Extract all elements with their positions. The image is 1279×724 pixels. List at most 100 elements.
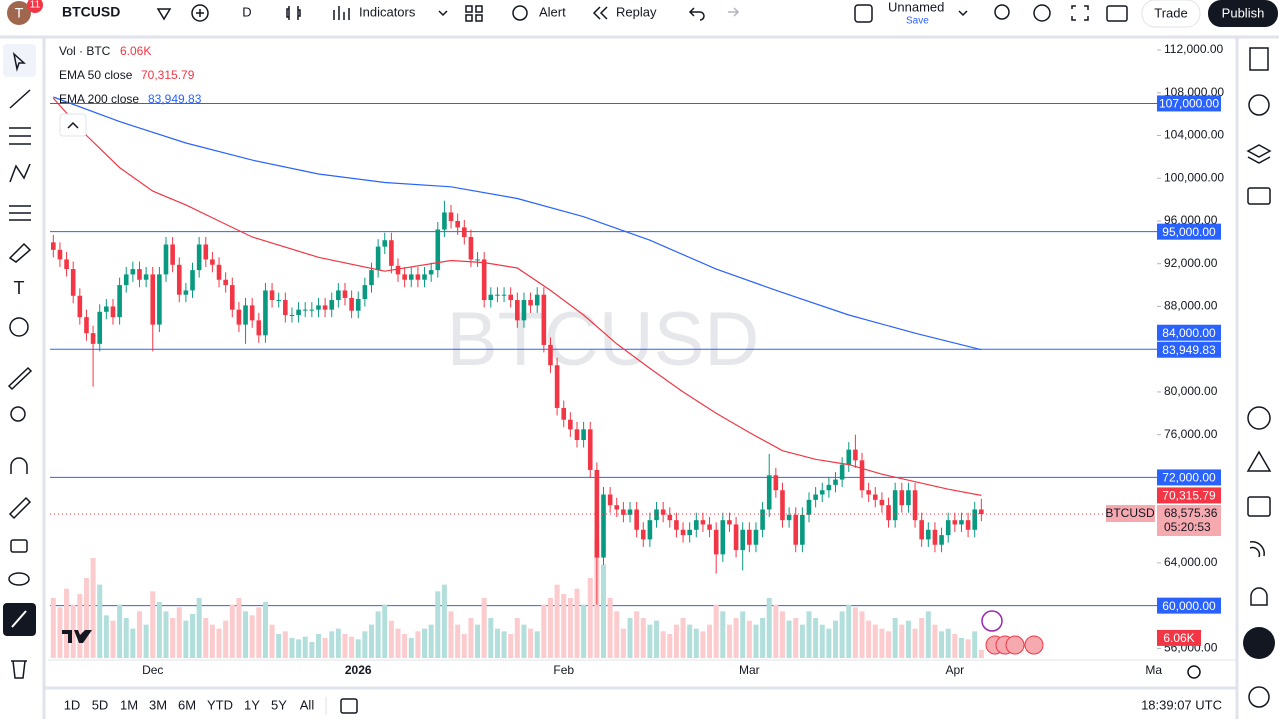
- event-icon[interactable]: [981, 610, 1003, 632]
- volume-bar: [249, 615, 255, 658]
- replay-button[interactable]: Replay: [616, 4, 657, 19]
- dropdown-icon[interactable]: [438, 10, 448, 17]
- volume-bar: [422, 628, 428, 658]
- interval[interactable]: D: [242, 4, 251, 19]
- publish-button[interactable]: Publish: [1222, 5, 1265, 20]
- snapshot-icon[interactable]: [1106, 5, 1128, 22]
- alert-button[interactable]: Alert: [539, 4, 566, 19]
- drawing-mode-tool[interactable]: [8, 496, 32, 520]
- volume-bar: [972, 631, 978, 658]
- goto-date-icon[interactable]: [340, 698, 358, 714]
- calendar-icon[interactable]: [1247, 496, 1271, 517]
- ideas-icon[interactable]: [1246, 450, 1272, 472]
- add-symbol-icon[interactable]: [191, 4, 209, 22]
- cursor-tool[interactable]: [12, 51, 26, 72]
- brush-tool[interactable]: [8, 242, 32, 263]
- trade-button[interactable]: Trade: [1154, 5, 1187, 20]
- measure-tool[interactable]: [7, 366, 33, 391]
- candle-body: [163, 244, 169, 275]
- candle-body: [607, 494, 613, 506]
- volume-bar: [634, 611, 640, 658]
- volume-bar: [475, 624, 481, 658]
- volume-bar: [514, 618, 520, 658]
- zoom-tool[interactable]: [10, 406, 26, 422]
- cursor-tool-bg[interactable]: [3, 44, 36, 77]
- volume-bar: [209, 624, 215, 658]
- candle-body: [806, 499, 812, 515]
- range-button[interactable]: YTD: [207, 697, 233, 712]
- replay-icon[interactable]: [592, 6, 608, 20]
- notifications-icon[interactable]: [1250, 587, 1268, 606]
- volume-bar: [859, 611, 865, 658]
- watchlist-icon[interactable]: [1249, 47, 1269, 71]
- streams-icon[interactable]: [1249, 541, 1265, 558]
- settings-icon[interactable]: [1033, 4, 1051, 22]
- alert-icon[interactable]: [512, 5, 528, 21]
- redo-icon[interactable]: [728, 7, 740, 17]
- range-button[interactable]: 1Y: [244, 697, 260, 712]
- trendline-tool[interactable]: [9, 89, 31, 109]
- visibility-tool[interactable]: [8, 572, 30, 586]
- layout-dropdown[interactable]: [958, 10, 968, 17]
- publish-button-bg[interactable]: [1208, 0, 1278, 27]
- undo-icon[interactable]: [688, 7, 705, 21]
- volume-bar: [547, 598, 553, 658]
- range-button[interactable]: 5D: [92, 697, 109, 712]
- quick-search-icon[interactable]: [994, 4, 1010, 20]
- legend-collapse[interactable]: [59, 113, 87, 137]
- range-button[interactable]: All: [300, 697, 315, 712]
- economic-event[interactable]: [1005, 635, 1025, 655]
- apps-icon[interactable]: [1243, 627, 1275, 659]
- candle-body: [521, 300, 527, 321]
- link-tool[interactable]: [11, 610, 27, 628]
- templates-icon[interactable]: [465, 5, 483, 22]
- y-tick-label: 104,000.00: [1164, 128, 1224, 142]
- volume-legend-value: 6.06K: [120, 44, 151, 58]
- candle-body: [912, 490, 918, 521]
- candle-body: [249, 305, 255, 321]
- magnet-tool[interactable]: [10, 457, 28, 474]
- candle-body: [780, 490, 785, 521]
- volume-bar: [720, 611, 726, 658]
- fib-tool[interactable]: [9, 127, 31, 145]
- layers-icon[interactable]: [1246, 144, 1272, 164]
- candle-body: [634, 509, 639, 530]
- price-label-bg: [1157, 505, 1221, 537]
- delete-tool[interactable]: [11, 660, 27, 679]
- candle-body: [707, 524, 712, 530]
- tv-logo: [62, 630, 92, 643]
- axis-settings[interactable]: [1187, 665, 1201, 679]
- alerts-icon[interactable]: [1248, 94, 1270, 116]
- economic-event[interactable]: [1024, 635, 1044, 655]
- trade-button-bg[interactable]: [1141, 0, 1201, 28]
- text-tool[interactable]: T: [14, 278, 25, 298]
- range-button[interactable]: 6M: [178, 697, 196, 712]
- range-button[interactable]: 1D: [64, 697, 81, 712]
- forecast-tool[interactable]: [9, 205, 31, 221]
- icon-tool[interactable]: [9, 317, 29, 337]
- compare-icon[interactable]: [156, 8, 172, 21]
- target-icon[interactable]: [1247, 406, 1271, 430]
- volume-bar: [826, 628, 832, 658]
- indicators-icon[interactable]: [333, 6, 350, 20]
- volume-bar: [70, 604, 76, 658]
- chat-icon[interactable]: [1247, 187, 1271, 205]
- fullscreen-icon[interactable]: [1071, 5, 1089, 21]
- range-button[interactable]: 3M: [149, 697, 167, 712]
- volume-bar: [932, 624, 938, 658]
- volume-bar: [667, 634, 673, 658]
- help-icon[interactable]: [1248, 686, 1270, 708]
- layout-name[interactable]: Unnamed: [888, 0, 944, 14]
- avatar[interactable]: [7, 1, 31, 25]
- volume-bar: [978, 649, 984, 658]
- pattern-tool[interactable]: [9, 163, 31, 183]
- layout-checkbox[interactable]: [854, 4, 873, 23]
- volume-bar: [614, 611, 620, 658]
- chart-type-icon[interactable]: [286, 6, 301, 20]
- symbol[interactable]: BTCUSD: [62, 4, 120, 20]
- save-label[interactable]: Save: [906, 16, 929, 27]
- range-button[interactable]: 1M: [120, 697, 138, 712]
- range-button[interactable]: 5Y: [271, 697, 287, 712]
- indicators-button[interactable]: Indicators: [359, 4, 416, 19]
- lock-tool[interactable]: [10, 539, 28, 553]
